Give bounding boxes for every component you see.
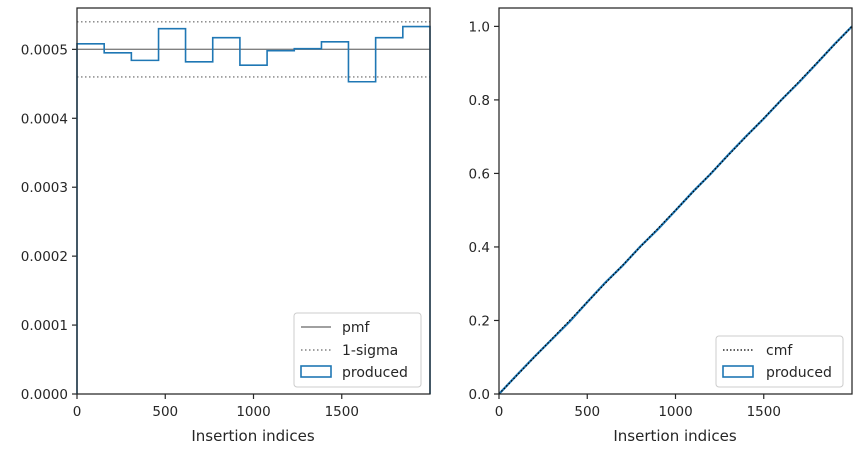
y-tick-label: 0.0001 <box>21 318 68 334</box>
legend-produced-label: produced <box>342 365 408 381</box>
y-tick-label: 0.0002 <box>21 249 68 265</box>
cmf-plot-frame <box>498 7 853 395</box>
cmf-legend: cmf produced <box>715 335 844 388</box>
y-tick-label: 0.0 <box>469 387 490 403</box>
y-tick-label: 0.4 <box>469 240 490 256</box>
pmf-plot-frame <box>76 7 431 395</box>
cmf-plot-area <box>499 8 852 394</box>
y-tick-label: 0.0003 <box>21 180 68 196</box>
y-tick-label: 0.0000 <box>21 387 68 403</box>
y-tick-label: 0.8 <box>469 93 490 109</box>
cmf-chart: 0.0 0.2 0.4 0.6 0.8 1.0 0 500 1000 1500 Insertio… <box>469 7 853 445</box>
legend-1-sigma-label: 1-sigma <box>342 343 398 359</box>
x-tick-label: 1500 <box>325 404 359 420</box>
x-tick-label: 1000 <box>236 404 270 420</box>
x-tick-label: 1000 <box>658 404 692 420</box>
x-tick-label: 1500 <box>747 404 781 420</box>
y-tick-label: 0.2 <box>469 313 490 329</box>
pmf-x-axis-label: Insertion indices <box>191 427 314 445</box>
y-tick-label: 0.0005 <box>21 42 68 58</box>
x-tick-label: 500 <box>152 404 178 420</box>
pmf-chart: 0.0000 0.0001 0.0002 0.0003 0.0004 0.0005 0 50… <box>21 7 431 445</box>
x-tick-label: 0 <box>73 404 82 420</box>
cmf-line <box>498 25 853 395</box>
y-tick-label: 0.6 <box>469 166 490 182</box>
legend-produced-label: produced <box>766 365 832 381</box>
legend-produced-swatch <box>300 365 332 378</box>
pmf-legend: pmf 1-sigma produced <box>293 312 422 388</box>
x-tick-label: 0 <box>495 404 504 420</box>
cmf-x-ticks: 0 500 1000 1500 <box>495 394 781 420</box>
cmf-y-ticks: 0.0 0.2 0.4 0.6 0.8 1.0 <box>469 19 499 403</box>
produced-histogram <box>76 25 431 394</box>
legend-produced-swatch <box>722 365 754 378</box>
pmf-legend-box <box>293 312 422 388</box>
pmf-y-ticks: 0.0000 0.0001 0.0002 0.0003 0.0004 0.0005 <box>21 42 77 403</box>
pmf-x-ticks: 0 500 1000 1500 <box>73 394 359 420</box>
cmf-x-axis-label: Insertion indices <box>613 427 736 445</box>
y-tick-label: 0.0004 <box>21 111 68 127</box>
y-tick-label: 1.0 <box>469 19 490 35</box>
cmf-legend-box <box>715 335 844 388</box>
x-tick-label: 500 <box>574 404 600 420</box>
legend-pmf-label: pmf <box>342 320 371 336</box>
legend-cmf-label: cmf <box>766 343 793 359</box>
